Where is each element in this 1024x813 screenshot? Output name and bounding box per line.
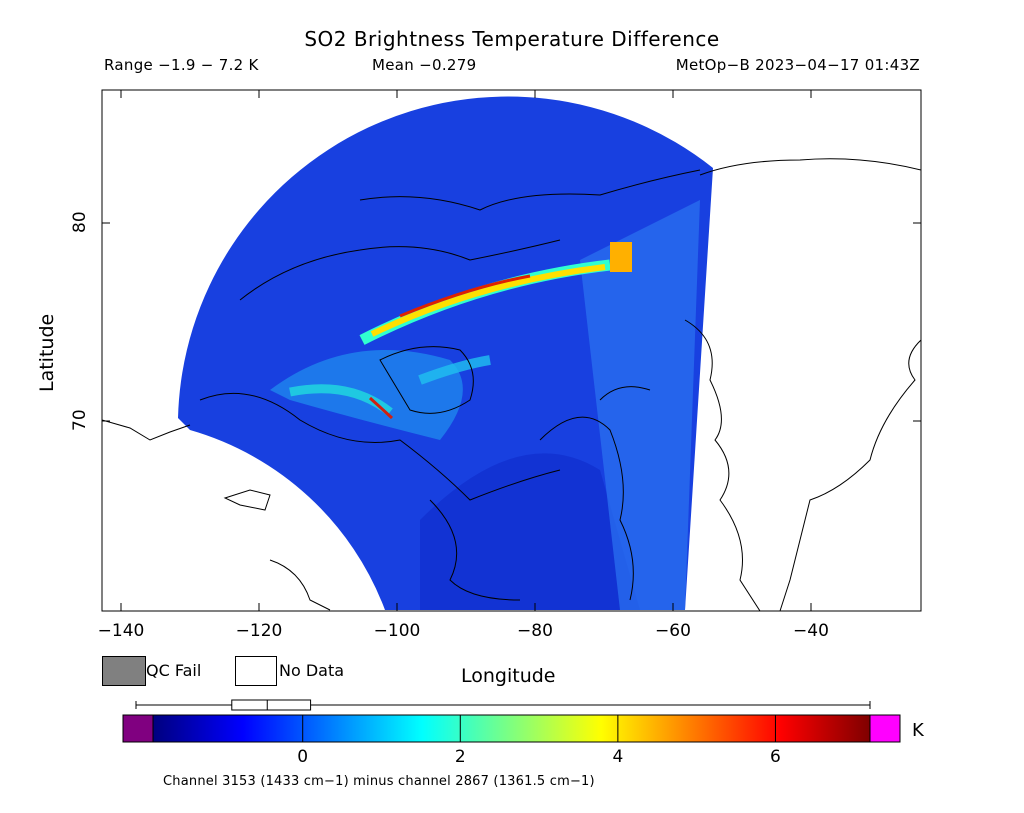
qc-fail-swatch — [102, 656, 146, 686]
x-tick-label: −120 — [235, 621, 283, 641]
x-tick-label: −80 — [517, 621, 553, 641]
greenland-coast — [684, 158, 921, 611]
mean-text: Mean −0.279 — [372, 56, 477, 74]
plume-red-streak — [368, 396, 394, 420]
coastlines — [102, 169, 701, 611]
satellite-time-text: MetOp−B 2023−04−17 01:43Z — [675, 56, 920, 74]
colorbar-tick-label: 2 — [454, 747, 466, 767]
colorbar-unit: K — [912, 720, 924, 741]
boxplot-box — [231, 699, 312, 711]
no-data-label: No Data — [279, 661, 345, 680]
x-tick-label: −40 — [793, 621, 829, 641]
plume-main-core — [399, 274, 531, 318]
x-tick-label: −140 — [97, 621, 145, 641]
plume-secondary-2 — [418, 355, 491, 385]
x-axis-label: Longitude — [461, 665, 556, 687]
y-tick-label: 80 — [70, 211, 90, 233]
x-tick-label: −60 — [655, 621, 691, 641]
footnote: Channel 3153 (1433 cm−1) minus channel 2… — [163, 774, 595, 789]
no-data-swatch — [235, 656, 277, 686]
colorbar-over — [869, 714, 901, 743]
swath-light-band — [580, 200, 700, 610]
plot-frame — [101, 89, 922, 612]
plume-hotspot — [610, 242, 632, 272]
colorbar-tick-label: 0 — [297, 747, 309, 767]
qc-fail-label: QC Fail — [146, 661, 202, 680]
swath-deep-blue-region — [420, 453, 640, 610]
chart-title: SO2 Brightness Temperature Difference — [304, 27, 720, 51]
colorbar-under — [122, 714, 154, 743]
colorbar — [122, 714, 901, 743]
y-tick-label: 70 — [70, 409, 90, 431]
y-axis-label: Latitude — [36, 313, 58, 392]
colorbar-main — [152, 714, 871, 743]
plume-secondary — [289, 384, 393, 416]
plot-area — [102, 96, 921, 611]
plume-main-inner — [370, 264, 606, 337]
colorbar-tick-label: 4 — [612, 747, 624, 767]
range-text: Range −1.9 − 7.2 K — [104, 56, 259, 74]
boxplot — [135, 699, 871, 711]
x-tick-label: −100 — [373, 621, 421, 641]
colorbar-tick-label: 6 — [770, 747, 781, 767]
axis-ticks — [102, 90, 921, 611]
